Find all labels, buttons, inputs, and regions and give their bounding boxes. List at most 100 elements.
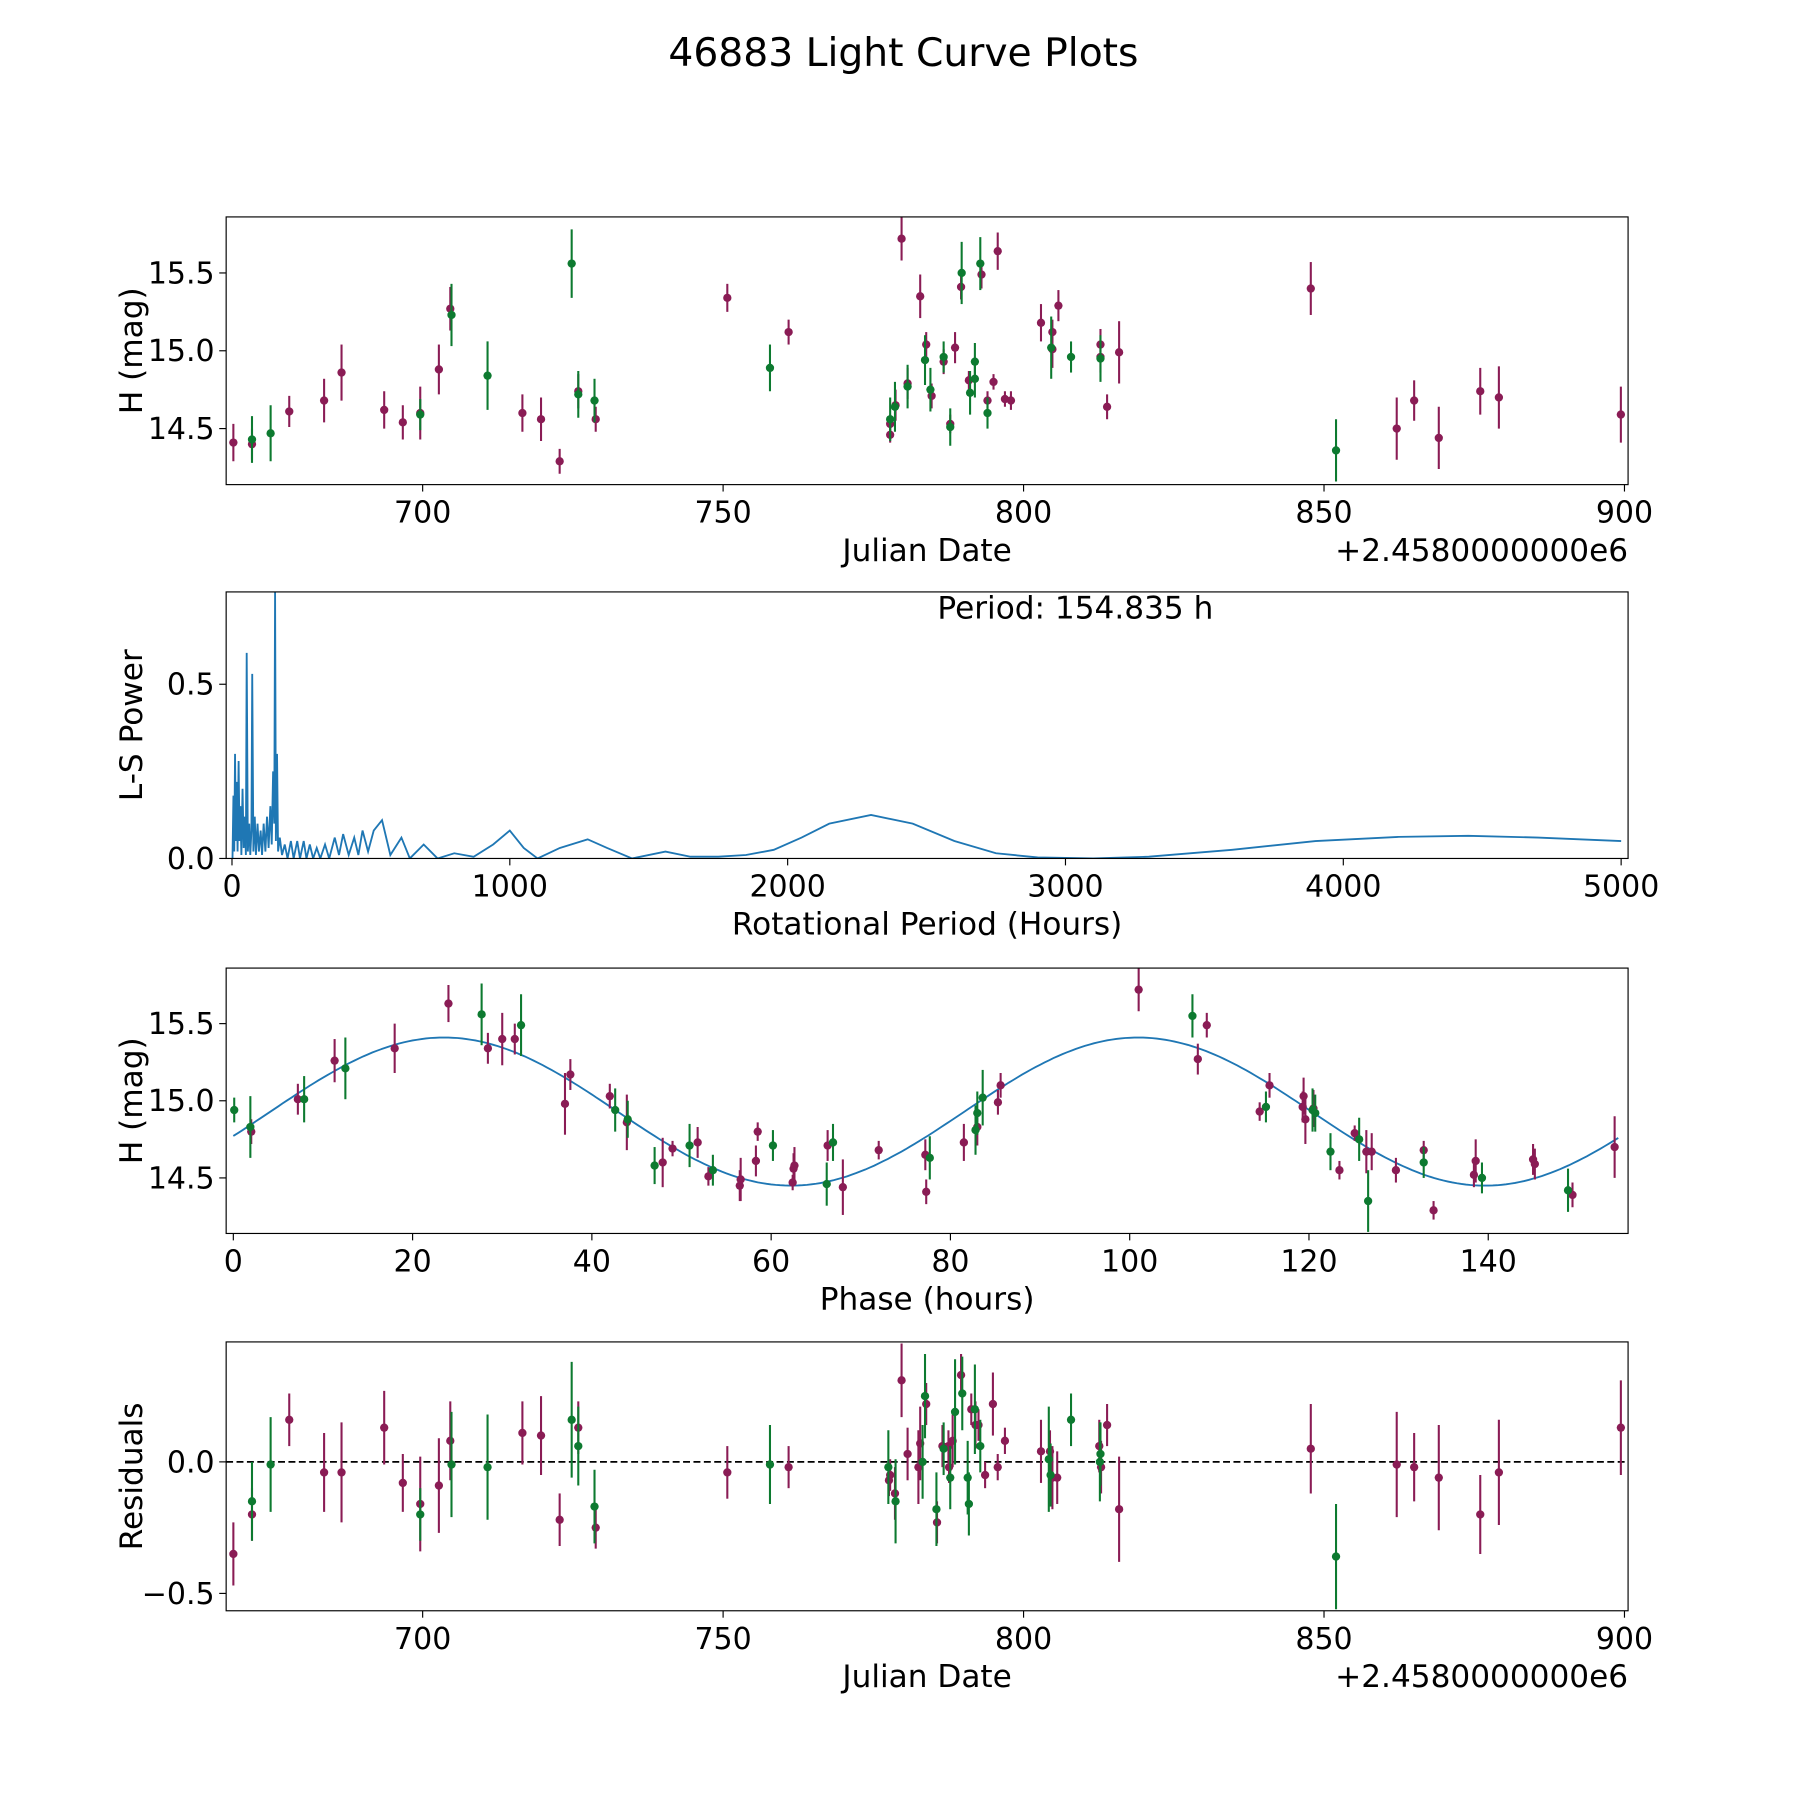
data-point — [591, 415, 600, 424]
data-point — [993, 1098, 1003, 1107]
x-tick-label: 750 — [694, 1622, 751, 1657]
data-point — [1563, 1186, 1573, 1195]
data-point — [822, 1179, 831, 1189]
data-point — [1391, 1166, 1401, 1175]
data-point — [1350, 1129, 1359, 1138]
data-point — [605, 1091, 614, 1101]
data-point — [1616, 410, 1626, 419]
data-point — [751, 1156, 761, 1166]
data-point — [988, 1399, 998, 1409]
data-point — [1363, 1196, 1373, 1206]
data-point — [567, 259, 576, 268]
data-point — [1046, 1470, 1055, 1480]
data-point — [447, 1460, 456, 1469]
data-point — [993, 247, 1002, 256]
data-point — [897, 234, 906, 243]
data-point — [897, 1376, 906, 1385]
data-point — [922, 1399, 931, 1409]
model-curve — [232, 1036, 1619, 1187]
periodogram-line — [231, 591, 1622, 859]
data-point — [1044, 1455, 1053, 1464]
data-point — [398, 418, 407, 427]
data-point — [685, 1141, 694, 1150]
data-point — [590, 396, 599, 405]
data-point — [723, 293, 732, 303]
y-tick-label: 15.5 — [148, 256, 215, 291]
data-point — [932, 1505, 941, 1514]
data-point — [668, 1144, 677, 1153]
x-tick-label: 100 — [1101, 1245, 1158, 1280]
x-tick-label: 800 — [995, 1622, 1052, 1657]
data-point — [1530, 1159, 1540, 1169]
data-point — [970, 374, 980, 383]
series-green — [247, 229, 1341, 482]
data-point — [903, 1449, 912, 1459]
data-point — [416, 1510, 425, 1519]
data-point — [1114, 1505, 1124, 1514]
data-point — [416, 410, 425, 419]
data-point — [1335, 1166, 1344, 1175]
data-point — [483, 371, 492, 380]
data-point — [946, 1473, 955, 1482]
series-maroon — [229, 1343, 1626, 1586]
data-point — [736, 1175, 745, 1184]
data-point — [611, 1105, 620, 1115]
data-point — [886, 1470, 895, 1480]
y-tick-label: −0.5 — [142, 1577, 215, 1612]
data-point — [828, 1138, 838, 1147]
data-point — [1054, 301, 1063, 310]
panel-light-curve: 700 750 800 850 900 14.5 15.0 15.5 Julian Date H … — [114, 216, 1653, 569]
data-point — [765, 363, 775, 373]
data-point — [916, 292, 925, 301]
data-point — [1306, 284, 1315, 293]
x-axis-label: Rotational Period (Hours) — [732, 907, 1122, 943]
plot-area — [226, 1343, 1629, 1610]
data-point — [246, 1122, 255, 1132]
data-point — [971, 1125, 980, 1135]
data-point — [230, 1105, 239, 1115]
data-point — [477, 1010, 486, 1019]
data-point — [1114, 348, 1124, 357]
x-axis-label: Phase (hours) — [820, 1282, 1035, 1318]
data-point — [1477, 1173, 1487, 1183]
data-point — [920, 355, 930, 365]
data-point — [518, 1428, 527, 1438]
axes-frame — [225, 967, 1629, 1235]
data-point — [1301, 1115, 1310, 1124]
axes-frame — [225, 591, 1629, 860]
y-tick-label: 0.0 — [167, 1445, 215, 1480]
data-point — [963, 1473, 972, 1482]
data-point — [874, 1145, 883, 1155]
data-point — [380, 405, 389, 415]
data-point — [1476, 1510, 1485, 1519]
y-tick-label: 15.5 — [148, 1007, 215, 1042]
data-point — [890, 402, 900, 411]
data-point — [1265, 1081, 1274, 1090]
data-point — [1255, 1107, 1264, 1116]
plot-area — [229, 216, 1626, 482]
data-point — [285, 1415, 294, 1424]
data-point — [337, 368, 346, 377]
panel-phased-curve: 0 20 40 60 80 100 120 140 14.5 15.0 15.5 Phase (hou… — [114, 967, 1629, 1318]
figure-title: 46883 Light Curve Plots — [668, 31, 1138, 76]
x-tick-label: 20 — [394, 1245, 432, 1280]
data-point — [1494, 1468, 1504, 1477]
data-point — [708, 1166, 718, 1175]
data-point — [444, 999, 453, 1008]
data-point — [319, 1468, 329, 1477]
data-point — [498, 1034, 507, 1044]
data-point — [434, 365, 444, 374]
data-point — [753, 1127, 762, 1136]
data-point — [518, 408, 527, 418]
data-point — [293, 1095, 303, 1104]
data-point — [976, 259, 985, 268]
data-point — [650, 1161, 659, 1170]
plot-area — [230, 968, 1619, 1232]
data-point — [434, 1481, 444, 1490]
x-tick-label: 120 — [1280, 1245, 1337, 1280]
x-tick-label: 700 — [394, 1622, 451, 1657]
data-point — [704, 1172, 713, 1181]
data-point — [398, 1478, 407, 1488]
data-point — [1469, 1170, 1479, 1179]
data-point — [723, 1468, 732, 1477]
